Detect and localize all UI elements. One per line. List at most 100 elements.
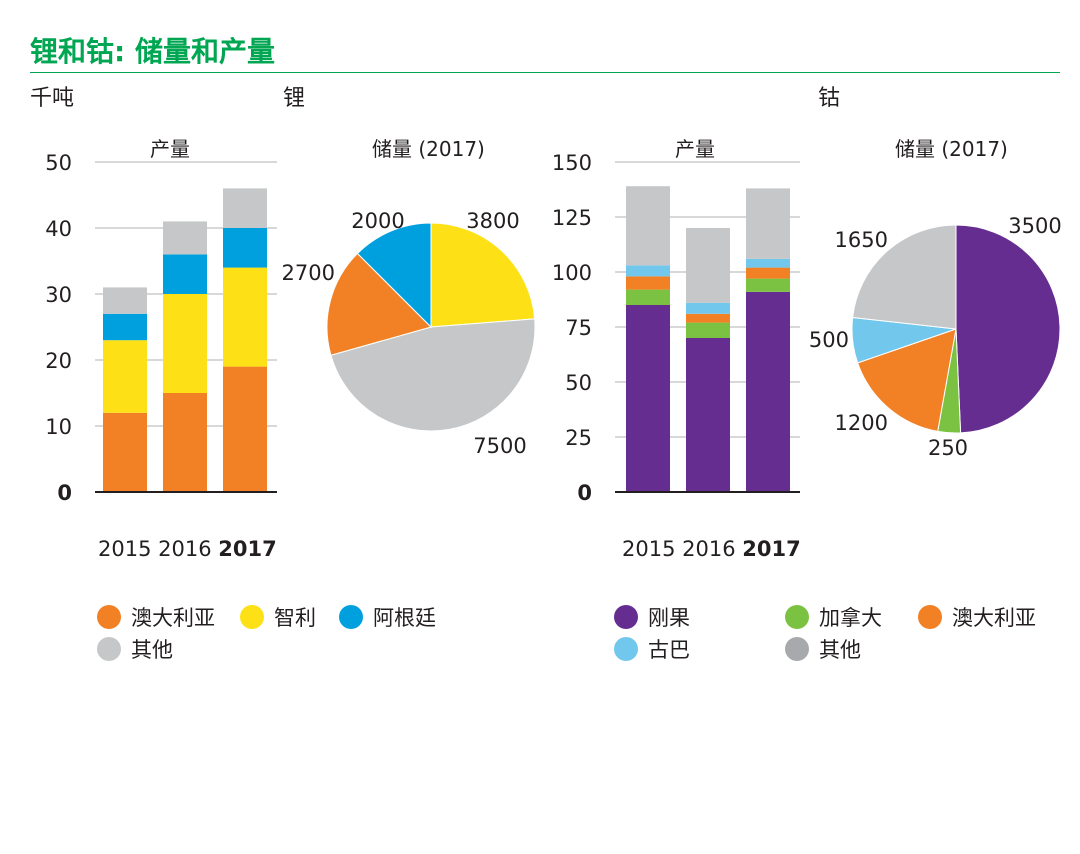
bar-segment <box>626 265 670 277</box>
legend-swatch <box>614 605 638 629</box>
bar-segment <box>686 313 730 323</box>
y-tick-label: 50 <box>45 151 72 175</box>
legend-item: 智利 <box>240 602 316 632</box>
legend-item: 刚果 <box>614 602 690 632</box>
chart-title: 锂和钴: 储量和产量 <box>30 35 275 68</box>
pie-slice <box>955 224 1061 434</box>
cobalt-section-label: 钴 <box>818 86 841 111</box>
legend-swatch <box>240 605 264 629</box>
pie-value-label: 3800 <box>466 209 519 233</box>
pie-value-label: 1200 <box>835 411 888 435</box>
lithium-bar-subtitle: 产量 <box>150 137 190 161</box>
pie-value-label: 2700 <box>282 261 335 285</box>
pie-slice <box>330 318 536 432</box>
legend-swatch <box>918 605 942 629</box>
y-tick-label: 0 <box>57 481 72 505</box>
cobalt-pie-subtitle: 储量 (2017) <box>895 137 1008 161</box>
year-label: 2017 <box>218 537 277 561</box>
legend-label: 刚果 <box>648 606 690 630</box>
bar-segment <box>163 294 207 393</box>
legend-swatch <box>339 605 363 629</box>
legend-swatch <box>785 637 809 661</box>
legend-label: 其他 <box>131 638 173 662</box>
legend-swatch <box>614 637 638 661</box>
bar-segment <box>626 305 670 492</box>
year-label: 2015 <box>622 537 676 561</box>
lithium-reserves-pie: 7500 2000 2700 3800 <box>282 209 536 458</box>
bar-segment <box>223 267 267 367</box>
bar-segment <box>163 254 207 294</box>
bar-segment <box>686 338 730 492</box>
cobalt-year-labels: 2015 2016 2017 <box>622 537 801 561</box>
cobalt-reserves-pie: 3500 250 1200 500 1650 <box>809 214 1062 460</box>
bar-segment <box>626 186 670 266</box>
pie-value-label: 250 <box>928 436 968 460</box>
bar-segment <box>223 366 267 492</box>
legend-swatch <box>97 637 121 661</box>
bar-segment <box>103 340 147 413</box>
legend-item: 其他 <box>785 634 861 664</box>
legend-label: 其他 <box>819 638 861 662</box>
legend-item: 古巴 <box>614 634 690 664</box>
y-tick-label: 30 <box>45 283 72 307</box>
y-tick-label: 40 <box>45 217 72 241</box>
y-tick-label: 75 <box>565 316 592 340</box>
bar-segment <box>163 393 207 492</box>
lithium-production-chart: 0 10 20 30 40 50 <box>45 151 277 505</box>
bar-segment <box>223 228 267 268</box>
year-label: 2015 <box>98 537 152 561</box>
bar-segment <box>223 188 267 228</box>
pie-slice <box>852 224 957 330</box>
y-tick-label: 25 <box>565 426 592 450</box>
y-tick-label: 100 <box>552 261 592 285</box>
legend-swatch <box>97 605 121 629</box>
year-label: 2017 <box>742 537 801 561</box>
legend-label: 古巴 <box>648 638 690 662</box>
bar-segment <box>746 267 790 279</box>
legend-label: 阿根廷 <box>373 606 436 630</box>
pie-value-label: 1650 <box>835 228 888 252</box>
cobalt-bar-subtitle: 产量 <box>675 137 715 161</box>
pie-slice <box>430 222 536 328</box>
bar-segment <box>686 322 730 338</box>
bar-segment <box>626 276 670 290</box>
y-tick-label: 10 <box>45 415 72 439</box>
pie-slice <box>326 252 432 356</box>
unit-label: 千吨 <box>30 86 75 111</box>
bar-segment <box>686 302 730 314</box>
legend-label: 加拿大 <box>819 606 882 630</box>
bar-segment <box>103 287 147 314</box>
bar-segment <box>103 412 147 492</box>
bar-segment <box>626 289 670 305</box>
title-rule <box>30 72 1060 73</box>
legend-swatch <box>785 605 809 629</box>
lithium-year-labels: 2015 2016 2017 <box>98 537 277 561</box>
legend-item: 阿根廷 <box>339 602 436 632</box>
bar-segment <box>746 291 790 492</box>
pie-value-label: 500 <box>809 328 849 352</box>
y-tick-label: 125 <box>552 206 592 230</box>
legend-item: 其他 <box>97 634 173 664</box>
bar-segment <box>686 228 730 303</box>
legend-item: 加拿大 <box>785 602 882 632</box>
legend-item: 澳大利亚 <box>918 602 1036 632</box>
lithium-section-label: 锂 <box>283 86 306 111</box>
legend-label: 智利 <box>274 606 316 630</box>
year-label: 2016 <box>158 537 212 561</box>
y-tick-label: 150 <box>552 151 592 175</box>
bar-segment <box>746 258 790 268</box>
legend-label: 澳大利亚 <box>952 606 1036 630</box>
cobalt-production-chart: 0 25 50 75 100 125 150 <box>552 151 800 505</box>
pie-value-label: 7500 <box>473 434 526 458</box>
pie-slice <box>356 222 432 329</box>
legend-label: 澳大利亚 <box>131 606 215 630</box>
pie-value-label: 2000 <box>351 209 404 233</box>
bar-segment <box>163 221 207 255</box>
year-label: 2016 <box>682 537 736 561</box>
bar-segment <box>746 188 790 259</box>
y-tick-label: 20 <box>45 349 72 373</box>
y-tick-label: 0 <box>577 481 592 505</box>
lithium-pie-subtitle: 储量 (2017) <box>372 137 485 161</box>
bar-segment <box>746 278 790 292</box>
